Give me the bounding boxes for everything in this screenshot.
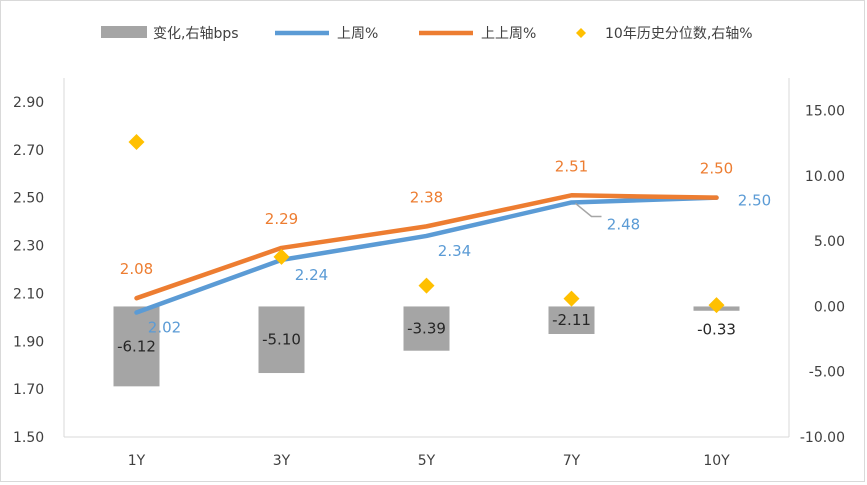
y-right-tick-label: -5.00 <box>809 365 845 381</box>
legend-item: 上周% <box>275 26 378 42</box>
legend-item: 变化,右轴bps <box>101 26 239 42</box>
y-right-tick-label: 10.00 <box>805 169 845 185</box>
bar-change <box>548 306 595 334</box>
line-week-before-label: 2.38 <box>410 188 443 206</box>
legend-label: 上周% <box>337 26 378 42</box>
bars <box>113 306 740 387</box>
legend-swatch <box>576 28 586 38</box>
x-tick-label: 1Y <box>128 453 146 469</box>
bar-value-label: -0.33 <box>697 320 736 338</box>
percentile-marker <box>563 290 580 307</box>
bar-change <box>403 306 450 351</box>
y-left-tick-label: 1.70 <box>13 382 44 398</box>
x-tick-label: 10Y <box>703 453 730 469</box>
markers <box>128 133 725 314</box>
line-week-before-label: 2.50 <box>700 160 733 178</box>
label-leader-line <box>575 202 602 218</box>
line-week-before-label: 2.08 <box>120 260 153 278</box>
y-right-tick-label: 5.00 <box>814 234 845 250</box>
bar-change <box>113 306 160 387</box>
y-left-tick-label: 2.70 <box>13 143 44 159</box>
y-right-tick-label: 0.00 <box>814 299 845 315</box>
legend-item: 上上周% <box>419 26 536 42</box>
legend-label: 10年历史分位数,右轴% <box>605 26 753 42</box>
legend-swatch <box>101 26 147 38</box>
data-labels: -6.12 -5.10 -3.39 -2.11 -0.33 2.08 2.29 2.38 2.5… <box>117 157 771 355</box>
legend-item: 10年历史分位数,右轴% <box>576 26 753 42</box>
x-tick-label: 3Y <box>273 453 291 469</box>
bar-value-label: -6.12 <box>117 337 156 355</box>
line-last-week <box>134 195 719 315</box>
line-week-before <box>134 193 719 301</box>
line-last-week-label: 2.50 <box>738 192 771 210</box>
bar-value-label: -5.10 <box>262 331 301 349</box>
bar-change <box>258 306 305 374</box>
percentile-marker <box>418 277 435 294</box>
x-tick-label: 5Y <box>418 453 436 469</box>
percentile-marker <box>128 133 145 150</box>
x-tick-label: 7Y <box>563 453 581 469</box>
percentile-marker <box>708 297 725 314</box>
line-last-week-label: 2.24 <box>295 266 328 284</box>
line-last-week-label: 2.48 <box>607 215 640 233</box>
line-week-before-label: 2.51 <box>555 157 588 175</box>
line-last-week-label: 2.02 <box>148 319 181 337</box>
bar-value-label: -2.11 <box>552 311 591 329</box>
line-last-week-label: 2.34 <box>438 242 471 260</box>
percentile-marker <box>273 248 290 265</box>
legend: 变化,右轴bps 上周% 上上周% 10年历史分位数,右轴% <box>101 26 753 42</box>
y-right-tick-label: 15.00 <box>805 104 845 120</box>
y-left-tick-label: 1.50 <box>13 430 44 446</box>
y-left-tick-label: 2.50 <box>13 191 44 207</box>
lines <box>134 193 719 315</box>
y-left-tick-label: 2.10 <box>13 286 44 302</box>
y-right-tick-label: -10.00 <box>800 430 845 446</box>
axes: 1.50 1.70 1.90 2.10 2.30 2.50 2.70 2.90 -10.00 -5… <box>13 78 845 469</box>
bar-value-label: -3.39 <box>407 320 446 338</box>
legend-label: 上上周% <box>481 26 536 42</box>
y-left-tick-label: 2.30 <box>13 239 44 255</box>
legend-label: 变化,右轴bps <box>153 26 239 42</box>
line-week-before-label: 2.29 <box>265 210 298 228</box>
y-left-tick-label: 2.90 <box>13 95 44 111</box>
y-left-tick-label: 1.90 <box>13 334 44 350</box>
